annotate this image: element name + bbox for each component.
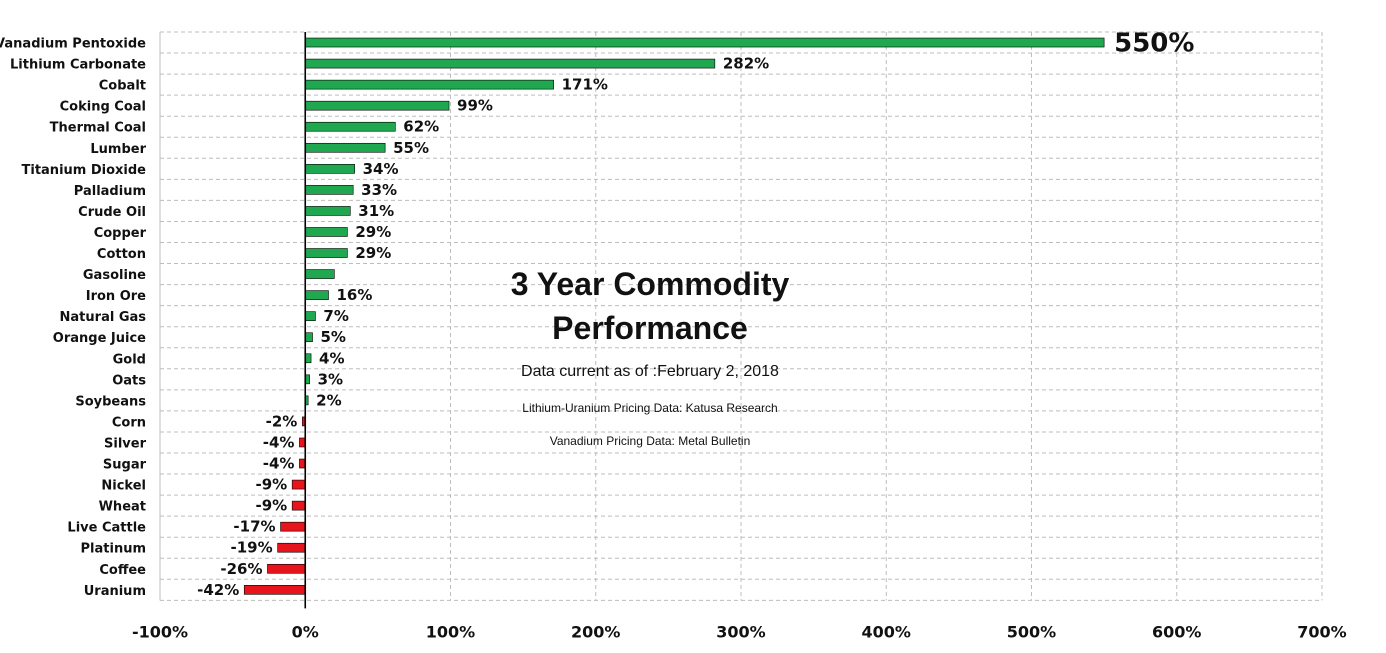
data-label: -9%	[255, 476, 287, 494]
x-tick-label: 700%	[1297, 622, 1346, 641]
data-label: 29%	[355, 223, 391, 241]
bar-cotton	[304, 248, 348, 258]
category-label: Vanadium Pentoxide	[0, 37, 146, 52]
bar-lithium-carbonate	[304, 58, 716, 69]
data-label: 2%	[316, 391, 341, 409]
vanadium-source-note: Vanadium Pricing Data: Metal Bulletin	[549, 434, 751, 448]
x-tick-label: 200%	[571, 622, 620, 641]
bar-gasoline	[304, 269, 335, 279]
bar-sugar	[299, 458, 306, 469]
data-label: -4%	[263, 433, 295, 451]
category-label: Lithium Carbonate	[10, 58, 146, 73]
bar-orange-juice	[304, 332, 313, 343]
bar-lumber	[304, 142, 386, 153]
bar-coking-coal	[304, 100, 450, 111]
x-tick-label: -100%	[132, 622, 188, 641]
category-label: Orange Juice	[53, 331, 146, 346]
bar-coffee	[267, 563, 306, 574]
data-label: 31%	[358, 202, 394, 220]
data-label: 171%	[562, 76, 608, 94]
bar-live-cattle	[280, 521, 306, 532]
category-label: Cobalt	[99, 79, 146, 94]
bar-wheat	[291, 500, 306, 511]
category-label: Iron Ore	[86, 289, 146, 304]
category-label: Thermal Coal	[50, 121, 146, 136]
category-label: Palladium	[74, 184, 146, 199]
data-label: 99%	[457, 97, 493, 115]
bar-titanium-dioxide	[304, 164, 355, 174]
category-label: Titanium Dioxide	[22, 163, 147, 178]
category-label: Platinum	[81, 542, 146, 557]
bar-iron-ore	[304, 290, 329, 300]
x-tick-label: 0%	[292, 622, 319, 641]
x-tick-label: 400%	[862, 622, 911, 641]
x-tick-label: 500%	[1007, 622, 1056, 641]
bar-copper	[304, 227, 348, 237]
data-label: 33%	[361, 181, 397, 199]
category-label: Wheat	[99, 500, 146, 515]
data-date-note: Data current as of :February 2, 2018	[521, 363, 779, 380]
data-label: 550%	[1114, 29, 1194, 59]
bar-gold	[304, 353, 312, 364]
data-label: -19%	[231, 539, 273, 557]
bar-crude-oil	[304, 206, 351, 216]
data-label: 7%	[323, 307, 348, 325]
data-label: 4%	[319, 349, 344, 367]
x-tick-label: 100%	[426, 622, 475, 641]
data-label: -2%	[266, 412, 298, 430]
data-label: 62%	[403, 118, 439, 136]
category-label: Cotton	[97, 247, 146, 262]
category-label: Live Cattle	[67, 521, 146, 536]
category-label: Coffee	[99, 563, 146, 578]
category-label: Copper	[94, 226, 147, 241]
category-label: Crude Oil	[78, 205, 146, 220]
data-label: 29%	[355, 244, 391, 262]
x-tick-label: 600%	[1152, 622, 1201, 641]
lithium-source-note: Lithium-Uranium Pricing Data: Katusa Res…	[522, 401, 778, 415]
category-label: Lumber	[90, 142, 146, 157]
category-label: Natural Gas	[60, 310, 147, 325]
bar-natural-gas	[304, 311, 316, 321]
bar-nickel	[291, 479, 306, 490]
data-label: 34%	[363, 160, 399, 178]
data-label: -4%	[263, 455, 295, 473]
bar-uranium	[243, 585, 306, 595]
data-label: 55%	[393, 139, 429, 157]
data-label: 5%	[321, 328, 346, 346]
category-label: Corn	[112, 415, 146, 430]
bar-thermal-coal	[304, 121, 396, 132]
data-label: 282%	[723, 55, 769, 73]
data-label: 3%	[318, 370, 343, 388]
category-label: Nickel	[101, 479, 146, 494]
chart-title: 3 Year Commodity Performance	[510, 266, 790, 346]
data-label: -9%	[255, 497, 287, 515]
data-label: -17%	[233, 518, 275, 536]
bar-vanadium-pentoxide	[304, 37, 1105, 48]
category-label: Silver	[104, 436, 147, 451]
category-label: Soybeans	[75, 394, 146, 409]
category-label: Sugar	[103, 458, 147, 473]
category-label: Gold	[113, 352, 146, 367]
bar-cobalt	[304, 79, 554, 90]
category-label: Uranium	[84, 584, 146, 599]
bar-platinum	[277, 542, 306, 553]
data-label: 16%	[336, 286, 372, 304]
x-tick-label: 300%	[716, 622, 765, 641]
bar-palladium	[304, 185, 354, 195]
category-label: Oats	[112, 373, 146, 388]
data-label: -42%	[197, 581, 239, 599]
category-label: Gasoline	[83, 268, 146, 283]
data-label: -26%	[220, 560, 262, 578]
bar-silver	[299, 437, 306, 448]
category-label: Coking Coal	[60, 100, 146, 115]
